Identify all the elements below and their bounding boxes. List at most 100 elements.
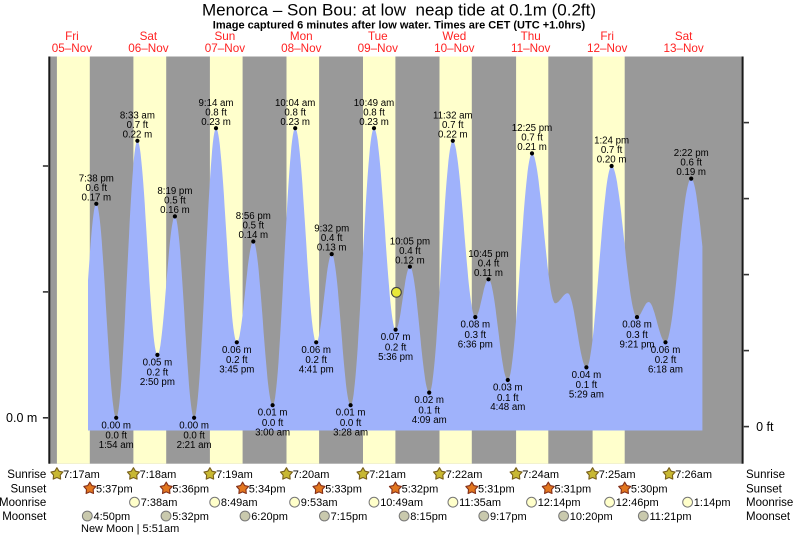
svg-text:0.0 ft: 0.0 ft (183, 431, 205, 442)
svg-text:06–Nov: 06–Nov (128, 42, 168, 55)
svg-text:Fri: Fri (600, 30, 614, 43)
svg-text:0.01 m: 0.01 m (258, 408, 288, 419)
svg-text:0.0 m: 0.0 m (6, 411, 37, 425)
svg-text:6:18 am: 6:18 am (648, 365, 683, 376)
svg-text:5:29 am: 5:29 am (569, 390, 604, 401)
svg-text:0.8 ft: 0.8 ft (205, 107, 227, 118)
svg-text:7:15pm: 7:15pm (331, 511, 368, 523)
svg-text:4:09 am: 4:09 am (412, 415, 447, 426)
svg-text:9:21 pm: 9:21 pm (619, 339, 654, 350)
svg-text:0.20 m: 0.20 m (597, 155, 627, 166)
svg-text:Sunset: Sunset (746, 483, 783, 495)
svg-text:Sat: Sat (140, 30, 158, 43)
svg-text:0.1 ft: 0.1 ft (418, 405, 440, 416)
svg-text:5:37pm: 5:37pm (96, 483, 133, 495)
svg-text:0.7 ft: 0.7 ft (127, 120, 149, 131)
svg-text:0.2 ft: 0.2 ft (226, 355, 248, 366)
svg-text:0.0 ft: 0.0 ft (105, 431, 127, 442)
svg-text:1:14pm: 1:14pm (694, 497, 731, 509)
svg-text:0.08 m: 0.08 m (622, 320, 652, 331)
svg-text:0 ft: 0 ft (756, 420, 774, 434)
svg-text:0.23 m: 0.23 m (280, 117, 310, 128)
svg-text:11–Nov: 11–Nov (511, 42, 551, 55)
svg-text:Tue: Tue (368, 30, 388, 43)
svg-text:4:41 pm: 4:41 pm (299, 365, 334, 376)
svg-text:12:14pm: 12:14pm (538, 497, 581, 509)
svg-text:Menorca – Son Bou: at low nea: Menorca – Son Bou: at low neap tide at 0… (202, 0, 596, 19)
svg-text:8:49am: 8:49am (221, 497, 258, 509)
svg-text:9:53am: 9:53am (301, 497, 338, 509)
svg-text:9:14 am: 9:14 am (198, 98, 233, 109)
svg-text:Moonset: Moonset (2, 511, 47, 523)
svg-text:8:56 pm: 8:56 pm (236, 211, 271, 222)
svg-text:0.21 m: 0.21 m (517, 142, 547, 153)
svg-text:0.12 m: 0.12 m (395, 255, 425, 266)
svg-text:12–Nov: 12–Nov (587, 42, 627, 55)
svg-text:0.0 ft: 0.0 ft (262, 418, 284, 429)
svg-text:0.4 ft: 0.4 ft (321, 233, 343, 244)
svg-text:0.2 ft: 0.2 ft (655, 355, 677, 366)
svg-text:Sunrise: Sunrise (7, 469, 46, 481)
svg-text:0.22 m: 0.22 m (123, 129, 153, 140)
svg-text:0.5 ft: 0.5 ft (243, 221, 265, 232)
svg-text:0.14 m: 0.14 m (238, 230, 268, 241)
svg-text:0.8 ft: 0.8 ft (363, 107, 385, 118)
svg-text:7:24am: 7:24am (522, 469, 559, 481)
svg-text:6:20pm: 6:20pm (251, 511, 288, 523)
svg-text:Image captured 6 minutes after: Image captured 6 minutes after low water… (213, 19, 586, 31)
svg-text:7:38 pm: 7:38 pm (79, 173, 114, 184)
svg-text:12:46pm: 12:46pm (616, 497, 659, 509)
svg-text:2:21 am: 2:21 am (177, 440, 212, 451)
svg-text:3:45 pm: 3:45 pm (219, 365, 254, 376)
svg-text:6:36 pm: 6:36 pm (458, 339, 493, 350)
svg-text:Thu: Thu (521, 30, 541, 43)
svg-text:Moonrise: Moonrise (746, 497, 793, 509)
svg-text:0.04 m: 0.04 m (572, 370, 602, 381)
svg-text:0.16 m: 0.16 m (160, 205, 190, 216)
svg-text:0.22 m: 0.22 m (438, 129, 468, 140)
svg-text:11:35am: 11:35am (459, 497, 501, 509)
svg-text:07–Nov: 07–Nov (205, 42, 245, 55)
svg-text:9:17pm: 9:17pm (490, 511, 527, 523)
svg-text:0.01 m: 0.01 m (336, 408, 366, 419)
svg-text:0.05 m: 0.05 m (143, 357, 173, 368)
svg-text:0.17 m: 0.17 m (81, 192, 111, 203)
svg-text:4:48 am: 4:48 am (490, 402, 525, 413)
svg-text:Sat: Sat (675, 30, 693, 43)
svg-text:10–Nov: 10–Nov (434, 42, 474, 55)
svg-text:0.8 ft: 0.8 ft (284, 107, 306, 118)
svg-text:0.7 ft: 0.7 ft (601, 145, 623, 156)
svg-text:8:33 am: 8:33 am (120, 110, 155, 121)
svg-text:7:22am: 7:22am (446, 469, 483, 481)
svg-text:0.2 ft: 0.2 ft (385, 343, 407, 354)
svg-text:Wed: Wed (442, 30, 466, 43)
svg-text:7:20am: 7:20am (293, 469, 330, 481)
svg-text:0.11 m: 0.11 m (474, 268, 503, 279)
svg-text:0.7 ft: 0.7 ft (442, 120, 464, 131)
svg-text:0.06 m: 0.06 m (222, 345, 252, 356)
svg-text:0.23 m: 0.23 m (201, 117, 231, 128)
svg-text:10:45 pm: 10:45 pm (468, 249, 508, 260)
svg-text:7:25am: 7:25am (599, 469, 636, 481)
svg-text:08–Nov: 08–Nov (281, 42, 321, 55)
svg-text:5:32pm: 5:32pm (172, 511, 209, 523)
svg-text:0.6 ft: 0.6 ft (680, 158, 702, 169)
svg-text:0.2 ft: 0.2 ft (305, 355, 327, 366)
svg-text:0.07 m: 0.07 m (381, 332, 411, 343)
svg-text:0.02 m: 0.02 m (414, 395, 444, 406)
svg-text:Sunset: Sunset (10, 483, 47, 495)
svg-text:0.3 ft: 0.3 ft (626, 330, 648, 341)
svg-text:7:26am: 7:26am (675, 469, 712, 481)
svg-text:New Moon | 5:51am: New Moon | 5:51am (81, 523, 179, 535)
svg-text:0.19 m: 0.19 m (676, 167, 706, 178)
svg-text:0.1 ft: 0.1 ft (497, 393, 519, 404)
svg-text:0.5 ft: 0.5 ft (164, 196, 186, 207)
svg-text:7:38am: 7:38am (141, 497, 178, 509)
svg-text:5:36pm: 5:36pm (172, 483, 209, 495)
svg-text:5:34pm: 5:34pm (249, 483, 286, 495)
svg-text:3:00 am: 3:00 am (255, 427, 290, 438)
svg-text:7:19am: 7:19am (216, 469, 253, 481)
svg-text:5:36 pm: 5:36 pm (378, 352, 413, 363)
svg-text:11:32 am: 11:32 am (433, 110, 473, 121)
svg-text:10:49am: 10:49am (380, 497, 423, 509)
